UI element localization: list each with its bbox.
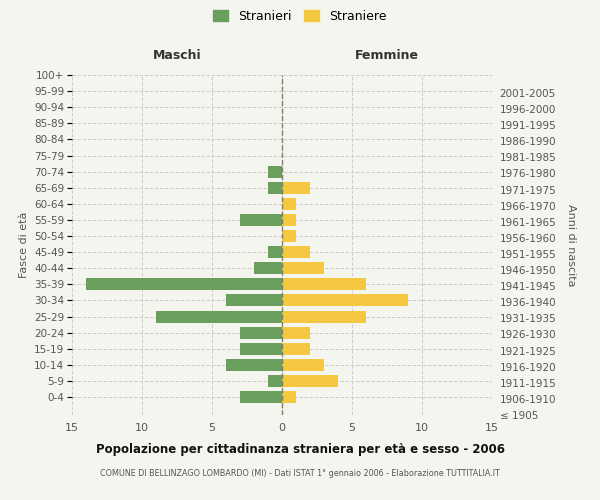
Text: Popolazione per cittadinanza straniera per età e sesso - 2006: Popolazione per cittadinanza straniera p… (95, 442, 505, 456)
Y-axis label: Anni di nascita: Anni di nascita (566, 204, 576, 286)
Bar (282, 342, 310, 355)
Text: COMUNE DI BELLINZAGO LOMBARDO (MI) - Dati ISTAT 1° gennaio 2006 - Elaborazione T: COMUNE DI BELLINZAGO LOMBARDO (MI) - Dat… (100, 469, 500, 478)
Bar (282, 246, 310, 258)
Bar (282, 359, 324, 371)
Bar (282, 391, 296, 403)
Text: Maschi: Maschi (152, 49, 202, 62)
Bar (282, 214, 296, 226)
Text: Femmine: Femmine (355, 49, 419, 62)
Y-axis label: Fasce di età: Fasce di età (19, 212, 29, 278)
Bar (268, 182, 282, 194)
Bar (86, 278, 282, 290)
Bar (240, 326, 282, 338)
Bar (282, 294, 408, 306)
Bar (282, 375, 338, 387)
Bar (282, 310, 366, 322)
Bar (254, 262, 282, 274)
Bar (282, 182, 310, 194)
Bar (268, 166, 282, 177)
Bar (240, 391, 282, 403)
Bar (282, 230, 296, 242)
Bar (240, 342, 282, 355)
Bar (268, 246, 282, 258)
Bar (240, 214, 282, 226)
Bar (268, 375, 282, 387)
Bar (282, 326, 310, 338)
Bar (282, 198, 296, 210)
Bar (282, 278, 366, 290)
Bar (282, 262, 324, 274)
Bar (156, 310, 282, 322)
Bar (226, 294, 282, 306)
Bar (226, 359, 282, 371)
Legend: Stranieri, Straniere: Stranieri, Straniere (209, 6, 391, 26)
